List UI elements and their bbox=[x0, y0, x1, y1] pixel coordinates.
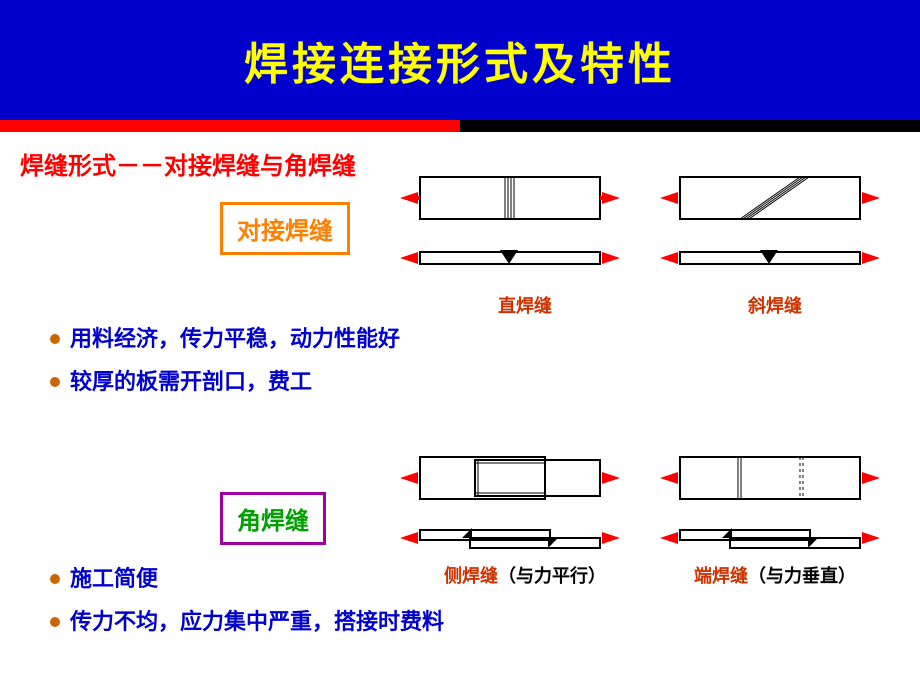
title-bar: 焊接连接形式及特性 bbox=[0, 0, 920, 120]
list-item: 传力不均，应力集中严重，搭接时费料 bbox=[50, 605, 444, 638]
fillet-bullet-list: 施工简便 传力不均，应力集中严重，搭接时费料 bbox=[50, 562, 444, 648]
bullet-text: 较厚的板需开剖口，费工 bbox=[70, 365, 312, 398]
diagrams-fillet bbox=[400, 452, 900, 577]
caption-end: 端焊缝（与力垂直） bbox=[650, 562, 900, 588]
straight-weld-section bbox=[400, 250, 620, 264]
divider-black bbox=[460, 120, 920, 132]
butt-weld-svg bbox=[400, 172, 900, 292]
butt-bullet-list: 用料经济，传力平稳，动力性能好 较厚的板需开剖口，费工 bbox=[50, 322, 400, 408]
divider-red bbox=[0, 120, 460, 132]
bullet-text: 用料经济，传力平稳，动力性能好 bbox=[70, 322, 400, 355]
bullet-text: 施工简便 bbox=[70, 562, 158, 595]
bullet-icon bbox=[50, 377, 60, 387]
caption-straight: 直焊缝 bbox=[400, 292, 650, 318]
oblique-weld-section bbox=[660, 250, 880, 264]
list-item: 施工简便 bbox=[50, 562, 444, 595]
bullet-text: 传力不均，应力集中严重，搭接时费料 bbox=[70, 605, 444, 638]
caption-row-fillet: 侧焊缝（与力平行） 端焊缝（与力垂直） bbox=[400, 562, 920, 588]
divider-bar bbox=[0, 120, 920, 132]
side-fillet-top bbox=[400, 457, 620, 499]
end-fillet-section bbox=[660, 528, 880, 548]
label-butt-weld: 对接焊缝 bbox=[220, 202, 350, 255]
fillet-weld-svg bbox=[400, 452, 900, 572]
straight-weld-top bbox=[400, 177, 620, 219]
diagrams-butt bbox=[400, 172, 900, 297]
end-fillet-top bbox=[660, 457, 880, 499]
bullet-icon bbox=[50, 334, 60, 344]
content-area: 焊缝形式－－对接焊缝与角焊缝 对接焊缝 bbox=[0, 132, 920, 191]
label-fillet-weld: 角焊缝 bbox=[220, 492, 326, 545]
oblique-weld-top bbox=[660, 177, 880, 219]
list-item: 用料经济，传力平稳，动力性能好 bbox=[50, 322, 400, 355]
caption-oblique: 斜焊缝 bbox=[650, 292, 900, 318]
bullet-icon bbox=[50, 617, 60, 627]
caption-row-butt: 直焊缝 斜焊缝 bbox=[400, 292, 900, 318]
list-item: 较厚的板需开剖口，费工 bbox=[50, 365, 400, 398]
side-fillet-section bbox=[400, 528, 620, 548]
bullet-icon bbox=[50, 574, 60, 584]
page-title: 焊接连接形式及特性 bbox=[244, 28, 676, 92]
